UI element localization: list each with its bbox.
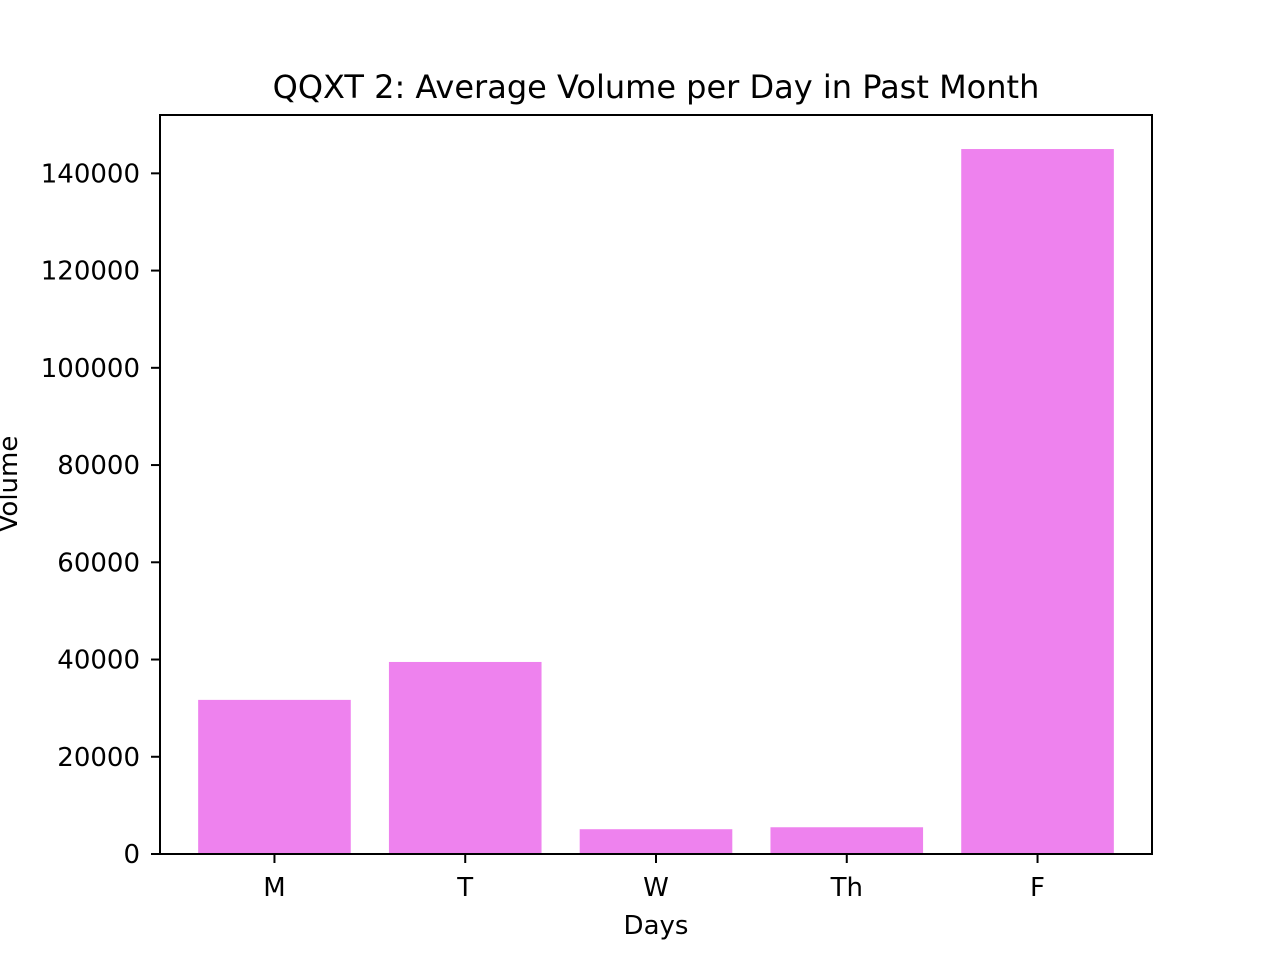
plot-frame	[159, 114, 1153, 855]
y-tick-label: 0	[123, 840, 140, 870]
bar-m	[198, 699, 351, 854]
y-tick-label: 140000	[41, 159, 140, 189]
bar-f	[961, 149, 1114, 854]
y-tick-label: 100000	[41, 354, 140, 384]
x-axis-label: Days	[624, 911, 689, 941]
bar-t	[388, 661, 542, 854]
y-tick-label: 40000	[57, 646, 140, 676]
bars-group	[198, 149, 1114, 854]
chart-title: QQXT 2: Average Volume per Day in Past M…	[273, 68, 1040, 106]
y-tick-label: 20000	[57, 743, 140, 773]
y-tick-label: 60000	[57, 548, 140, 578]
x-tick-label-m: M	[263, 873, 285, 903]
x-tick-label-th: Th	[830, 873, 863, 903]
y-axis: 0 20000 40000 60000 80000 100000 120000 140000	[41, 159, 160, 870]
y-axis-label: Volume	[0, 436, 24, 533]
bar-w	[579, 829, 733, 854]
x-axis: M T W Th F	[263, 854, 1045, 903]
x-tick-label-w: W	[643, 873, 669, 903]
y-tick-label: 120000	[41, 257, 140, 287]
x-tick-label-t: T	[456, 873, 473, 903]
bar-th	[770, 827, 924, 854]
x-tick-label-f: F	[1030, 873, 1045, 903]
y-tick-label: 80000	[57, 451, 140, 481]
